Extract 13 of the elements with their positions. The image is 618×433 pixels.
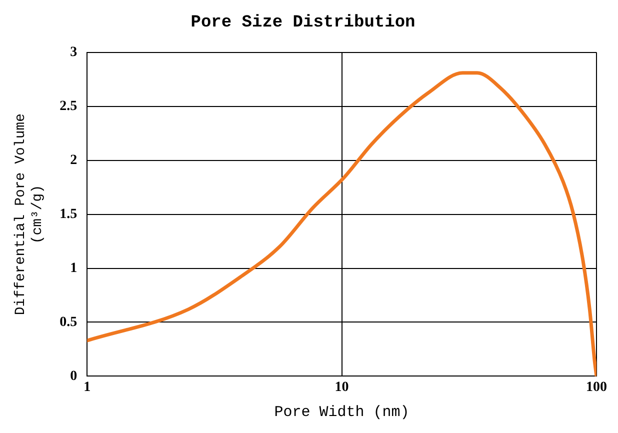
y-axis-title: Differential Pore Volume (cm³/g) bbox=[13, 113, 46, 316]
y-tick-label: 0.5 bbox=[60, 314, 78, 330]
y-tick-label: 1 bbox=[70, 260, 78, 276]
x-tick-label: 1 bbox=[84, 380, 91, 396]
chart-title: Pore Size Distribution bbox=[190, 13, 416, 32]
y-tick-label: 3 bbox=[70, 45, 78, 60]
x-axis-title: Pore Width (nm) bbox=[274, 404, 410, 421]
x-tick-label: 100 bbox=[586, 380, 607, 396]
x-tick-label: 10 bbox=[334, 380, 349, 396]
y-tick-label: 2.5 bbox=[60, 98, 78, 114]
y-tick-label: 1.5 bbox=[60, 206, 78, 222]
y-tick-label: 0 bbox=[70, 368, 78, 384]
y-tick-label: 2 bbox=[70, 152, 78, 168]
